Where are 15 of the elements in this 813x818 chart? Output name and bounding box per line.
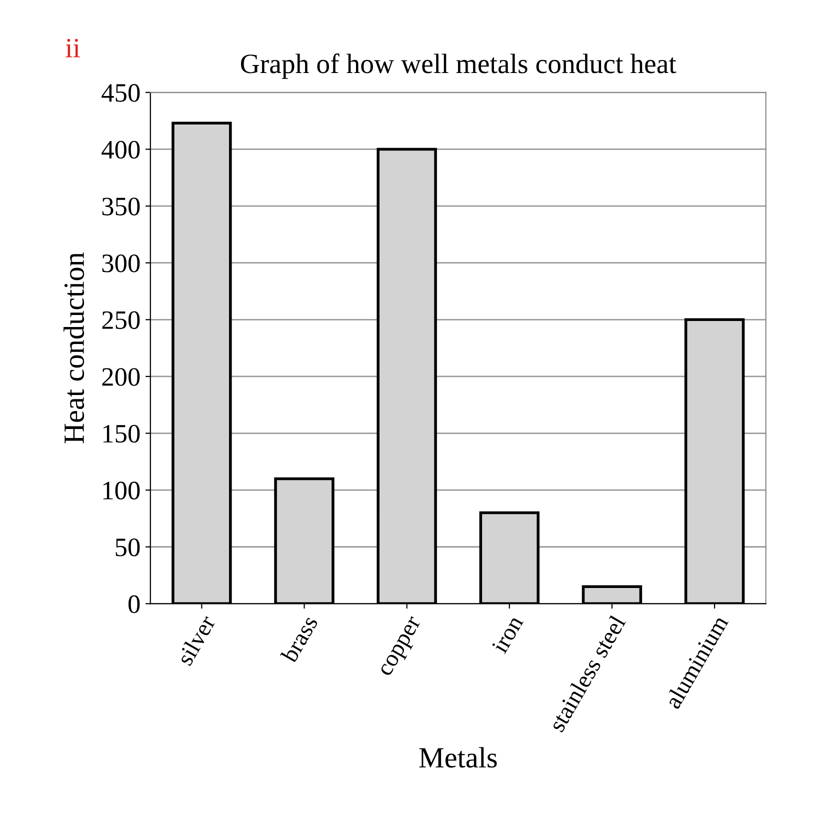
y-tick-label: 450	[102, 84, 140, 102]
y-axis-title: Heat conduction	[64, 252, 84, 444]
y-tick-label: 300	[102, 254, 140, 272]
y-tick-label: 350	[102, 198, 140, 216]
y-tick-label: 0	[128, 595, 140, 614]
y-tick-label: 50	[116, 538, 140, 556]
y-tick-label: 250	[102, 311, 140, 330]
y-tick-label: 150	[103, 424, 140, 443]
y-tick-label: 100	[103, 482, 140, 500]
x-tick-label: iron	[491, 614, 524, 654]
x-axis-title: Metals	[419, 747, 497, 768]
text: ii	[66, 38, 80, 58]
y-tick-label: 400	[102, 140, 140, 159]
chart-title: Graph of how well metals conduct heat	[240, 53, 676, 79]
y-tick-label: 200	[102, 368, 140, 386]
